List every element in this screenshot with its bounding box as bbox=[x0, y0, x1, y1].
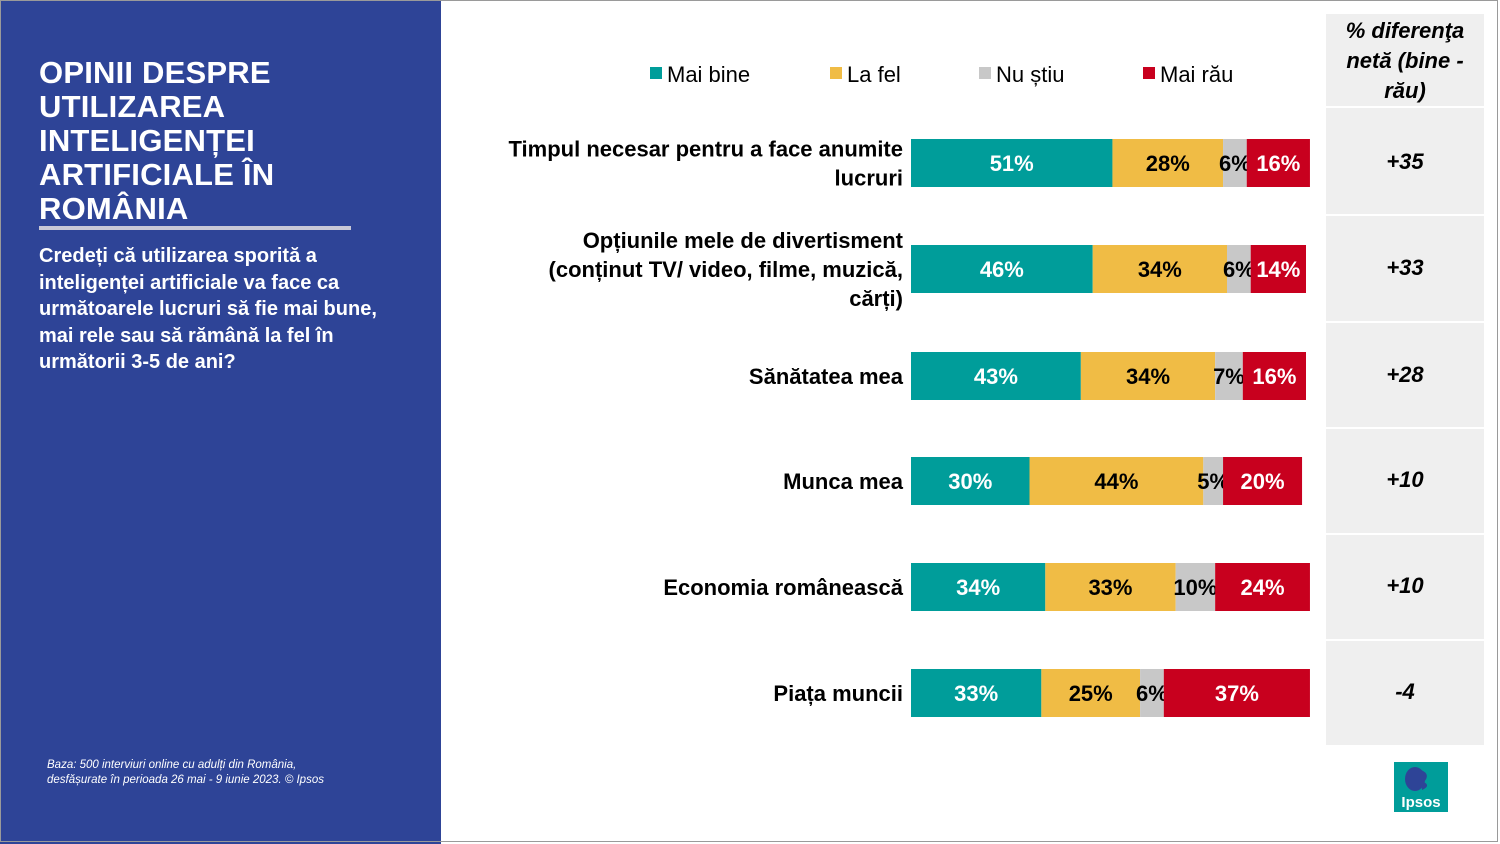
title-underline bbox=[39, 226, 351, 230]
data-label: 46% bbox=[980, 257, 1024, 282]
data-label: 14% bbox=[1256, 257, 1300, 282]
category-label: Timpul necesar pentru a face anumite lucr… bbox=[509, 137, 904, 191]
data-label: 6% bbox=[1223, 257, 1255, 282]
category-label: Economia românească bbox=[663, 575, 903, 600]
legend-swatch bbox=[979, 67, 991, 79]
data-label: 7% bbox=[1213, 364, 1245, 389]
data-label: 33% bbox=[954, 681, 998, 706]
data-label: 34% bbox=[956, 575, 1000, 600]
legend-swatch bbox=[1143, 67, 1155, 79]
bar-segment bbox=[911, 563, 1046, 611]
legend-swatch bbox=[830, 67, 842, 79]
data-label: 33% bbox=[1088, 575, 1132, 600]
bar-segment bbox=[1175, 563, 1216, 611]
legend-label: La fel bbox=[847, 62, 901, 87]
bar-segment bbox=[1112, 139, 1224, 187]
data-label: 30% bbox=[948, 469, 992, 494]
net-difference-header: % diferenţa netă (bine - rău) bbox=[1345, 18, 1465, 103]
net-row-separator bbox=[1326, 533, 1484, 535]
slide-title: OPINII DESPRE UTILIZAREA INTELIGENȚEI AR… bbox=[39, 55, 275, 226]
net-row-separator bbox=[1326, 214, 1484, 216]
bar-segment bbox=[1203, 457, 1224, 505]
bar-segment bbox=[1215, 352, 1243, 400]
legend-label: Nu știu bbox=[996, 62, 1064, 87]
data-label: 16% bbox=[1256, 151, 1300, 176]
logo-wordmark: Ipsos bbox=[1401, 794, 1440, 811]
net-difference-panel bbox=[1326, 14, 1484, 745]
bar-segment bbox=[1215, 563, 1310, 611]
bar-segment bbox=[1246, 139, 1310, 187]
bar-segment bbox=[1041, 669, 1141, 717]
data-label: 16% bbox=[1252, 364, 1296, 389]
bar-segment bbox=[1092, 245, 1227, 293]
base-note: Baza: 500 interviuri online cu adulți di… bbox=[47, 759, 324, 786]
data-label: 28% bbox=[1146, 151, 1190, 176]
legend-swatch bbox=[650, 67, 662, 79]
category-label: Opțiunile mele de divertisment (conținut … bbox=[549, 228, 904, 311]
net-difference-value: +35 bbox=[1386, 149, 1424, 174]
bar-segment bbox=[1029, 457, 1204, 505]
net-difference-value: +33 bbox=[1386, 255, 1424, 280]
bar-segment bbox=[911, 245, 1093, 293]
legend-label: Mai rău bbox=[1160, 62, 1233, 87]
bar-segment bbox=[1223, 457, 1303, 505]
net-difference-value: +10 bbox=[1386, 467, 1424, 492]
data-label: 34% bbox=[1138, 257, 1182, 282]
category-label: Piața muncii bbox=[773, 681, 903, 706]
bar-segment bbox=[1227, 245, 1251, 293]
net-row-separator bbox=[1326, 639, 1484, 641]
bar-segment bbox=[911, 139, 1113, 187]
legend-label: Mai bine bbox=[667, 62, 750, 87]
net-difference-value: -4 bbox=[1395, 679, 1415, 704]
bar-segment bbox=[911, 669, 1042, 717]
net-row-separator bbox=[1326, 321, 1484, 323]
bar-segment bbox=[1250, 245, 1306, 293]
bar-segment bbox=[911, 352, 1081, 400]
net-row-separator bbox=[1326, 106, 1484, 108]
data-label: 10% bbox=[1173, 575, 1217, 600]
data-label: 44% bbox=[1094, 469, 1138, 494]
bar-segment bbox=[1045, 563, 1176, 611]
category-label: Munca mea bbox=[783, 469, 904, 494]
data-label: 43% bbox=[974, 364, 1018, 389]
bar-segment bbox=[1163, 669, 1310, 717]
bar-segment bbox=[1242, 352, 1306, 400]
bar-segment bbox=[911, 457, 1030, 505]
data-label: 24% bbox=[1241, 575, 1285, 600]
ipsos-logo: Ipsos bbox=[1394, 762, 1448, 812]
data-label: 25% bbox=[1069, 681, 1113, 706]
data-label: 6% bbox=[1136, 681, 1168, 706]
net-difference-value: +28 bbox=[1386, 362, 1424, 387]
bar-segment bbox=[1140, 669, 1164, 717]
survey-question: Credeți că utilizarea sporită a intelige… bbox=[39, 245, 377, 373]
data-label: 51% bbox=[990, 151, 1034, 176]
data-label: 6% bbox=[1219, 151, 1251, 176]
net-row-separator bbox=[1326, 427, 1484, 429]
net-difference-value: +10 bbox=[1386, 573, 1424, 598]
category-label: Sănătatea mea bbox=[749, 364, 904, 389]
bar-segment bbox=[1223, 139, 1247, 187]
data-label: 20% bbox=[1241, 469, 1285, 494]
data-label: 34% bbox=[1126, 364, 1170, 389]
bar-segment bbox=[1080, 352, 1216, 400]
data-label: 37% bbox=[1215, 681, 1259, 706]
sidebar-panel: OPINII DESPRE UTILIZAREA INTELIGENȚEI AR… bbox=[0, 0, 441, 844]
